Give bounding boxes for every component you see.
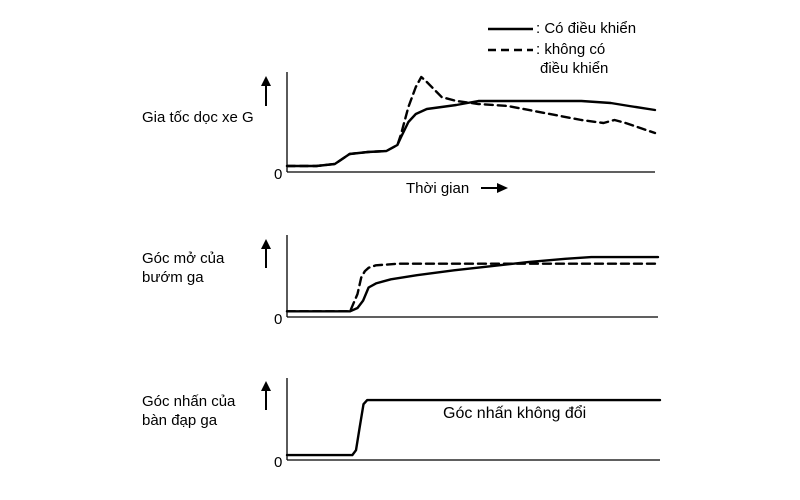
y-axis-label-throttle-line1: Góc mở của <box>142 250 225 267</box>
up-arrow-head-icon <box>261 239 271 249</box>
x-axis-label-time: Thời gian <box>406 180 470 197</box>
panel-2 <box>261 235 660 318</box>
zero-label-acceleration: 0 <box>274 166 283 183</box>
time-arrow-icon <box>481 183 508 193</box>
y-axis-label-pedal-line1: Góc nhấn của <box>142 393 236 410</box>
zero-label-pedal: 0 <box>274 454 283 471</box>
y-axis-label-acceleration: Gia tốc dọc xe G <box>142 109 254 126</box>
panel-1 <box>261 72 657 173</box>
series-line-solid <box>285 99 657 168</box>
legend-label-uncontrolled-line1: : không có <box>536 41 606 58</box>
y-axis-label-pedal-line2: bàn đạp ga <box>142 412 218 429</box>
up-arrow-head-icon <box>261 381 271 391</box>
series-line-solid <box>285 398 662 457</box>
zero-label-throttle: 0 <box>274 311 283 328</box>
legend-label-controlled: : Có điều khiển <box>536 20 637 37</box>
series-line-solid <box>285 255 660 313</box>
up-arrow-head-icon <box>261 76 271 86</box>
series-line-dashed <box>285 75 657 168</box>
panel-3 <box>261 378 662 461</box>
y-axis-label-throttle-line2: bướm ga <box>142 269 204 286</box>
series-line-dashed <box>285 262 660 313</box>
annotation-constant-pedal: Góc nhấn không đổi <box>443 405 587 422</box>
legend-label-uncontrolled-line2: điều khiển <box>540 60 609 77</box>
